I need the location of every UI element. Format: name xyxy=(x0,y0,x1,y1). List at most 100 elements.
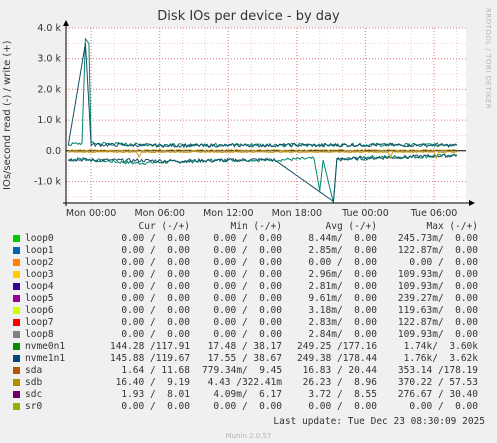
legend-avg-value: 16.83 / 20.44 xyxy=(302,365,377,376)
legend-cur-value: 1.64 / 11.68 xyxy=(121,365,190,376)
legend-row: loop8 0.00 / 0.00 0.00 / 0.00 2.84m/ 0.00 10… xyxy=(12,329,492,341)
legend-avg-value: 2.85m/ 0.00 xyxy=(308,245,377,256)
legend-avg-value: 8.44m/ 0.00 xyxy=(308,233,377,244)
legend-series-name: loop1 xyxy=(25,245,54,256)
legend-series-name: loop7 xyxy=(25,317,54,328)
x-tick-label: Mon 06:00 xyxy=(134,208,184,219)
legend-cur-value: 145.88 /119.67 xyxy=(110,353,191,364)
legend-max-value: 109.93m/ 0.00 xyxy=(397,329,478,340)
header-avg: Avg (-/+) xyxy=(325,221,377,232)
legend-min-value: 0.00 / 0.00 xyxy=(213,257,282,268)
legend-max-value: 353.14 /178.19 xyxy=(397,365,478,376)
legend-max-value: 1.74k/ 3.60k xyxy=(403,341,478,352)
legend-min-value: 0.00 / 0.00 xyxy=(213,281,282,292)
y-axis-arrow xyxy=(63,20,69,26)
x-tick-label: Mon 00:00 xyxy=(66,208,116,219)
legend-cur-value: 0.00 / 0.00 xyxy=(121,269,190,280)
legend-min-value: 17.55 / 38.67 xyxy=(207,353,282,364)
legend-min-value: 0.00 / 0.00 xyxy=(213,305,282,316)
chart-title: Disk IOs per device - by day xyxy=(157,9,340,24)
x-axis-arrow xyxy=(469,200,475,206)
legend-series-name: loop2 xyxy=(25,257,54,268)
legend-cur-value: 0.00 / 0.00 xyxy=(121,305,190,316)
legend-avg-value: 2.96m/ 0.00 xyxy=(308,269,377,280)
series-line-sdb-read xyxy=(68,150,457,160)
legend-avg-value: 3.18m/ 0.00 xyxy=(308,305,377,316)
legend-min-value: 0.00 / 0.00 xyxy=(213,329,282,340)
y-tick-label: 1.0 k xyxy=(37,115,61,126)
legend-table: Cur (-/+) Min (-/+) Avg (-/+) Max (-/+) … xyxy=(12,221,492,413)
legend-cur-value: 0.00 / 0.00 xyxy=(121,281,190,292)
legend-min-value: 17.48 / 38.17 xyxy=(207,341,282,352)
y-tick-label: 2.0 k xyxy=(37,84,61,95)
legend-row: loop4 0.00 / 0.00 0.00 / 0.00 2.81m/ 0.00 10… xyxy=(12,281,492,293)
plot-area: 4.0 k 3.0 k 2.0 k 1.0 k 0.0 -1.0 k Mon 00:00 Mo… xyxy=(34,20,475,219)
legend-rows: loop0 0.00 / 0.00 0.00 / 0.00 8.44m/ 0.00 24… xyxy=(12,233,492,413)
legend-min-value: 0.00 / 0.00 xyxy=(213,401,282,412)
legend-cur-value: 144.28 /117.91 xyxy=(110,341,191,352)
legend-swatch xyxy=(13,391,20,398)
legend-avg-value: 2.84m/ 0.00 xyxy=(308,329,377,340)
legend-avg-value: 3.72 / 8.55 xyxy=(308,389,377,400)
legend-swatch xyxy=(13,343,20,350)
header-min: Min (-/+) xyxy=(230,221,282,232)
legend-cur-value: 0.00 / 0.00 xyxy=(121,329,190,340)
legend-max-value: 109.93m/ 0.00 xyxy=(397,269,478,280)
last-update: Last update: Tue Dec 23 08:30:09 2025 xyxy=(273,416,485,427)
legend-min-value: 0.00 / 0.00 xyxy=(213,293,282,304)
legend-min-value: 0.00 / 0.00 xyxy=(213,317,282,328)
legend-max-value: 276.67 / 30.40 xyxy=(397,389,478,400)
legend-swatch xyxy=(13,235,20,242)
legend-min-value: 4.09m/ 6.17 xyxy=(213,389,282,400)
series-line-nvme1n1-read xyxy=(68,153,457,203)
legend-swatch xyxy=(13,403,20,410)
legend-max-value: 119.63m/ 0.00 xyxy=(397,305,478,316)
legend-max-value: 239.27m/ 0.00 xyxy=(397,293,478,304)
legend-swatch xyxy=(13,247,20,254)
legend-swatch xyxy=(13,307,20,314)
legend-series-name: loop3 xyxy=(25,269,54,280)
munin-version: Munin 2.0.57 xyxy=(225,432,272,440)
legend-max-value: 1.76k/ 3.62k xyxy=(403,353,478,364)
legend-swatch xyxy=(13,379,20,386)
legend-series-name: sdb xyxy=(25,377,43,388)
rrdtool-credit: RRDTOOL / TOBI OETIKER xyxy=(484,8,492,110)
legend-cur-value: 0.00 / 0.00 xyxy=(121,233,190,244)
legend-swatch xyxy=(13,259,20,266)
x-tick-label: Tue 06:00 xyxy=(410,208,458,219)
legend-row: nvme1n1 145.88 /119.67 17.55 / 38.67 249.38… xyxy=(12,353,492,365)
legend-swatch xyxy=(13,319,20,326)
legend-min-value: 0.00 / 0.00 xyxy=(213,245,282,256)
legend-max-value: 122.87m/ 0.00 xyxy=(397,317,478,328)
legend-avg-value: 0.00 / 0.00 xyxy=(308,257,377,268)
legend-cur-value: 1.93 / 8.01 xyxy=(121,389,190,400)
legend-max-value: 0.00 / 0.00 xyxy=(409,401,478,412)
legend-swatch xyxy=(13,367,20,374)
series-line-sdb-write xyxy=(68,149,457,152)
header-max: Max (-/+) xyxy=(426,221,478,232)
legend-row: loop7 0.00 / 0.00 0.00 / 0.00 2.83m/ 0.00 12… xyxy=(12,317,492,329)
legend-series-name: loop5 xyxy=(25,293,54,304)
x-tick-label: Mon 12:00 xyxy=(203,208,253,219)
x-tick-label: Tue 00:00 xyxy=(341,208,389,219)
legend-cur-value: 0.00 / 0.00 xyxy=(121,317,190,328)
legend-row: loop6 0.00 / 0.00 0.00 / 0.00 3.18m/ 0.00 11… xyxy=(12,305,492,317)
x-tick-label: Mon 18:00 xyxy=(272,208,322,219)
header-cur: Cur (-/+) xyxy=(138,221,190,232)
legend-avg-value: 249.25 /177.16 xyxy=(297,341,378,352)
legend-max-value: 370.22 / 57.53 xyxy=(397,377,478,388)
legend-series-name: nvme0n1 xyxy=(25,341,66,352)
legend-min-value: 0.00 / 0.00 xyxy=(213,269,282,280)
plot-background xyxy=(66,28,466,203)
legend-series-name: loop4 xyxy=(25,281,54,292)
y-tick-label: 0.0 xyxy=(46,146,61,157)
legend-swatch xyxy=(13,295,20,302)
legend-cur-value: 0.00 / 0.00 xyxy=(121,245,190,256)
legend-max-value: 109.93m/ 0.00 xyxy=(397,281,478,292)
legend-max-value: 245.73m/ 0.00 xyxy=(397,233,478,244)
legend-series-name: sdc xyxy=(25,389,43,400)
legend-cur-value: 0.00 / 0.00 xyxy=(121,401,190,412)
legend-row: nvme0n1 144.28 /117.91 17.48 / 38.17 249.25… xyxy=(12,341,492,353)
legend-cur-value: 16.40 / 9.19 xyxy=(115,377,190,388)
